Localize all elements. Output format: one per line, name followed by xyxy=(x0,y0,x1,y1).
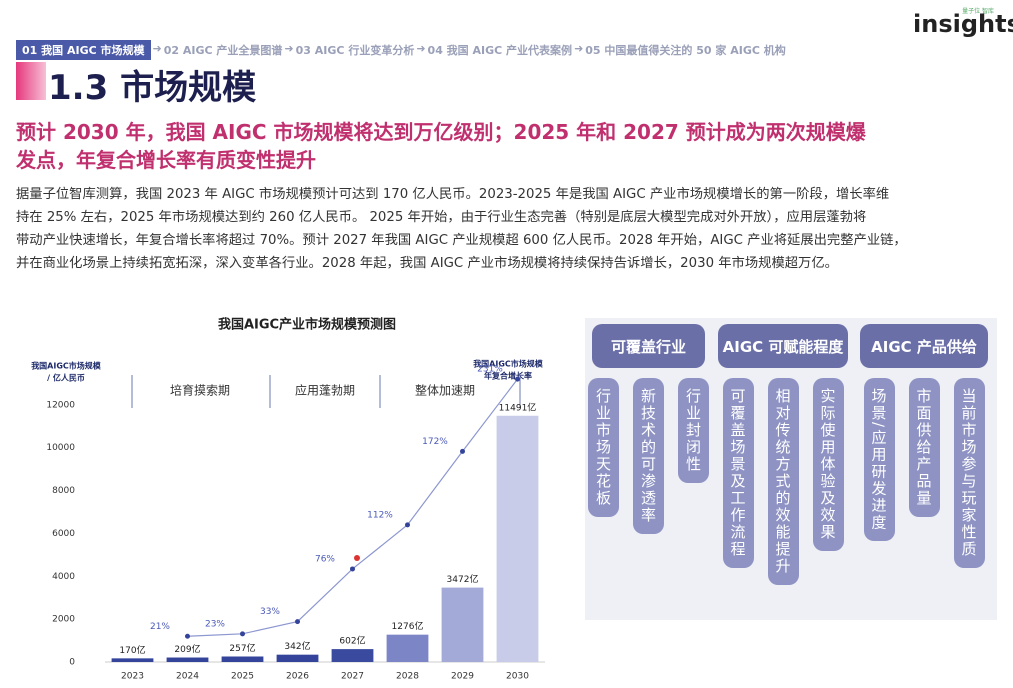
nav-item: 02 AIGC 产业全景图谱 xyxy=(163,44,283,57)
x-tick-label: 2029 xyxy=(451,672,474,682)
line-point xyxy=(295,619,300,625)
headline: 预计 2030 年，我国 AIGC 市场规模将达到万亿级别；2025 年和 20… xyxy=(16,120,866,144)
factor-item: 新技术的可渗透率 xyxy=(633,378,664,534)
value-label: 170亿 xyxy=(119,644,145,656)
chart: 我国AIGC产业市场规模预测图 我国AIGC市场规模 / 亿人民币 我国AIGC… xyxy=(31,317,545,682)
marker-dot xyxy=(354,555,360,561)
x-tick-label: 2030 xyxy=(506,672,529,682)
phase-label: 培育摸索期 xyxy=(170,383,230,398)
logo: insights xyxy=(913,10,1013,38)
y-tick-label: 6000 xyxy=(52,529,75,539)
line-point xyxy=(185,633,190,639)
y-tick-label: 12000 xyxy=(46,400,75,410)
x-tick-label: 2024 xyxy=(176,672,199,682)
y-tick-label: 0 xyxy=(69,658,75,668)
nav-item: 04 我国 AIGC 产业代表案例 xyxy=(427,44,573,57)
y-tick-label: 8000 xyxy=(52,486,75,496)
line-point xyxy=(240,631,245,637)
column-items: 行业市场天花板 新技术的可渗透率 行业封闭性 xyxy=(588,378,709,534)
y2-label: 年复合增长率 xyxy=(484,371,532,381)
logo-small: 量子位 智库 xyxy=(962,8,994,15)
factor-item: 市面供给产品量 xyxy=(908,378,940,517)
growth-label: 231% xyxy=(477,365,503,375)
line-point xyxy=(405,522,410,528)
factor-item: 当前市场参与玩家性质 xyxy=(953,378,985,568)
x-tick-label: 2025 xyxy=(231,672,254,682)
headline: 发点，年复合增长率有质变性提升 xyxy=(16,148,316,172)
nav-arrow: ➜ xyxy=(416,42,426,55)
diagram-column: AIGC 产品供给场景/应用研发进度 市面供给产品量 当前市场参与玩家性质 xyxy=(860,324,988,568)
column-header: 可覆盖行业 xyxy=(592,324,705,368)
section-title: 1.3 市场规模 xyxy=(48,68,257,108)
phase-label: 整体加速期 xyxy=(415,383,475,398)
x-tick-label: 2027 xyxy=(341,672,364,682)
line-point xyxy=(515,376,520,382)
y-tick-label: 10000 xyxy=(46,443,75,453)
nav-item: 01 我国 AIGC 市场规模 xyxy=(16,40,151,60)
growth-label: 76% xyxy=(315,554,335,564)
factor-item: 相对传统方式的效能提升 xyxy=(767,378,799,585)
value-label: 602亿 xyxy=(339,635,365,647)
x-tick-label: 2028 xyxy=(396,672,419,682)
value-label: 1276亿 xyxy=(392,620,424,632)
nav-item: 05 中国最值得关注的 50 家 AIGC 机构 xyxy=(585,44,786,57)
nav-arrow: ➜ xyxy=(574,42,584,55)
column-items: 可覆盖场景及工作流程 相对传统方式的效能提升 实际使用体验及效果 xyxy=(718,378,848,585)
nav-arrow: ➜ xyxy=(152,42,162,55)
column-header: AIGC 可赋能程度 xyxy=(718,324,848,368)
breadcrumb: 01 我国 AIGC 市场规模 ➜ 02 AIGC 产业全景图谱 ➜ 03 AIGC 行… xyxy=(16,40,786,60)
bar xyxy=(111,658,154,662)
value-label: 342亿 xyxy=(284,640,310,652)
body-text: 据量子位智库测算，我国 2023 年 AIGC 市场规模预计可达到 170 亿人… xyxy=(16,187,890,202)
factor-item: 可覆盖场景及工作流程 xyxy=(722,378,754,568)
growth-label: 112% xyxy=(367,510,393,520)
title-accent xyxy=(16,62,46,100)
bar xyxy=(441,587,484,662)
factor-item: 实际使用体验及效果 xyxy=(812,378,844,551)
bar xyxy=(221,656,264,662)
y-tick-label: 2000 xyxy=(52,615,75,625)
growth-label: 21% xyxy=(150,622,170,632)
chart-title: 我国AIGC产业市场规模预测图 xyxy=(218,317,396,333)
value-label: 257亿 xyxy=(229,642,255,654)
line-point xyxy=(350,566,355,572)
column-header: AIGC 产品供给 xyxy=(860,324,988,368)
growth-label: 33% xyxy=(260,607,280,617)
factor-diagram: 可覆盖行业 行业市场天花板 新技术的可渗透率 行业封闭性 AIGC 可赋能程度 可覆盖场景… xyxy=(585,318,997,620)
bar xyxy=(331,649,374,662)
phase-label: 应用蓬勃期 xyxy=(295,383,355,398)
factor-item: 场景/应用研发进度 xyxy=(863,378,895,542)
y2-label: 我国AIGC市场规模 xyxy=(473,359,544,369)
bar xyxy=(386,634,429,662)
growth-label: 23% xyxy=(205,619,225,629)
factor-item: 行业市场天花板 xyxy=(588,378,619,517)
diagram-column: AIGC 可赋能程度可覆盖场景及工作流程 相对传统方式的效能提升 实际使用体验及效果 xyxy=(718,324,848,585)
nav-item: 03 AIGC 行业变革分析 xyxy=(295,44,415,57)
value-label: 209亿 xyxy=(174,643,200,655)
growth-label: 172% xyxy=(422,437,448,447)
diagram-column: 可覆盖行业行业市场天花板 新技术的可渗透率 行业封闭性 xyxy=(588,324,709,534)
body-text: 带动产业快速增长，年复合增长率将超过 70%。预计 2027 年我国 AIGC … xyxy=(16,233,907,248)
x-tick-label: 2023 xyxy=(121,672,144,682)
y-tick-label: 4000 xyxy=(52,572,75,582)
line-point xyxy=(460,448,465,454)
bar xyxy=(496,415,539,662)
y-label: / 亿人民币 xyxy=(47,373,85,383)
value-label: 11491亿 xyxy=(499,401,537,413)
y-label: 我国AIGC市场规模 xyxy=(31,361,102,371)
body-text: 并在商业化场景上持续拓宽拓深，深入变革各行业。2028 年起，我国 AIGC 产… xyxy=(16,256,838,271)
nav-arrow: ➜ xyxy=(284,42,294,55)
x-tick-label: 2026 xyxy=(286,672,309,682)
column-items: 场景/应用研发进度 市面供给产品量 当前市场参与玩家性质 xyxy=(860,378,988,568)
factor-item: 行业封闭性 xyxy=(678,378,709,483)
value-label: 3472亿 xyxy=(447,573,479,585)
bar xyxy=(166,657,209,662)
bar xyxy=(276,654,319,662)
body-text: 持在 25% 左右，2025 年市场规模达到约 260 亿人民币。 2025 年… xyxy=(16,210,867,225)
